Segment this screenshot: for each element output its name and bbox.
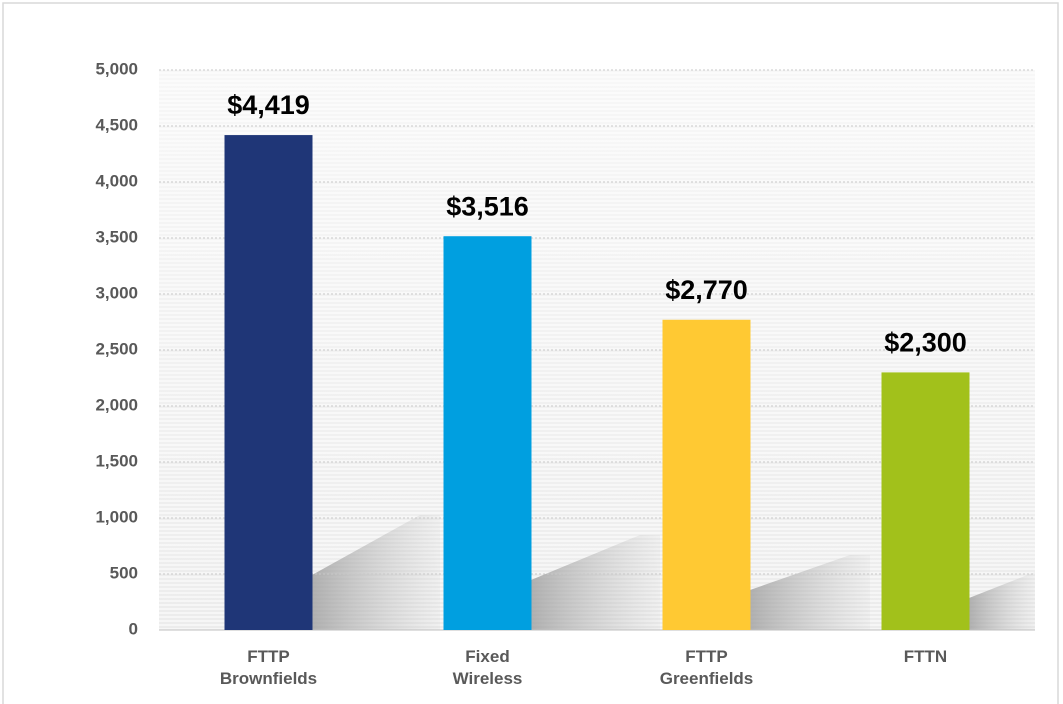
y-tick-label: 2,000 [95,395,138,414]
y-tick-label: 0 [129,619,138,638]
bar [662,319,751,630]
data-label: $2,300 [884,328,967,358]
y-tick-label: 2,500 [95,339,138,358]
bar-shadow [312,515,440,630]
bar [443,236,532,630]
bar [224,135,313,630]
data-label: $2,770 [665,275,748,305]
bar-shadow [969,572,1035,630]
x-tick-label: FTTN [903,647,948,666]
y-tick-label: 500 [110,563,138,582]
x-tick-label: Fixed Wireless [452,647,523,688]
y-tick-label: 1,500 [95,451,138,470]
y-tick-label: 3,000 [95,283,138,302]
data-label: $3,516 [446,191,529,221]
bar [881,372,970,630]
x-tick-label: FTTP Greenfields [659,647,754,688]
y-tick-label: 1,000 [95,507,138,526]
y-tick-label: 3,500 [95,227,138,246]
data-label: $4,419 [227,90,310,120]
y-tick-label: 4,000 [95,171,138,190]
y-tick-label: 4,500 [95,115,138,134]
x-tick-label: FTTP Brownfields [219,647,318,688]
y-tick-label: 5,000 [95,59,138,78]
bar-shadow [531,535,660,630]
